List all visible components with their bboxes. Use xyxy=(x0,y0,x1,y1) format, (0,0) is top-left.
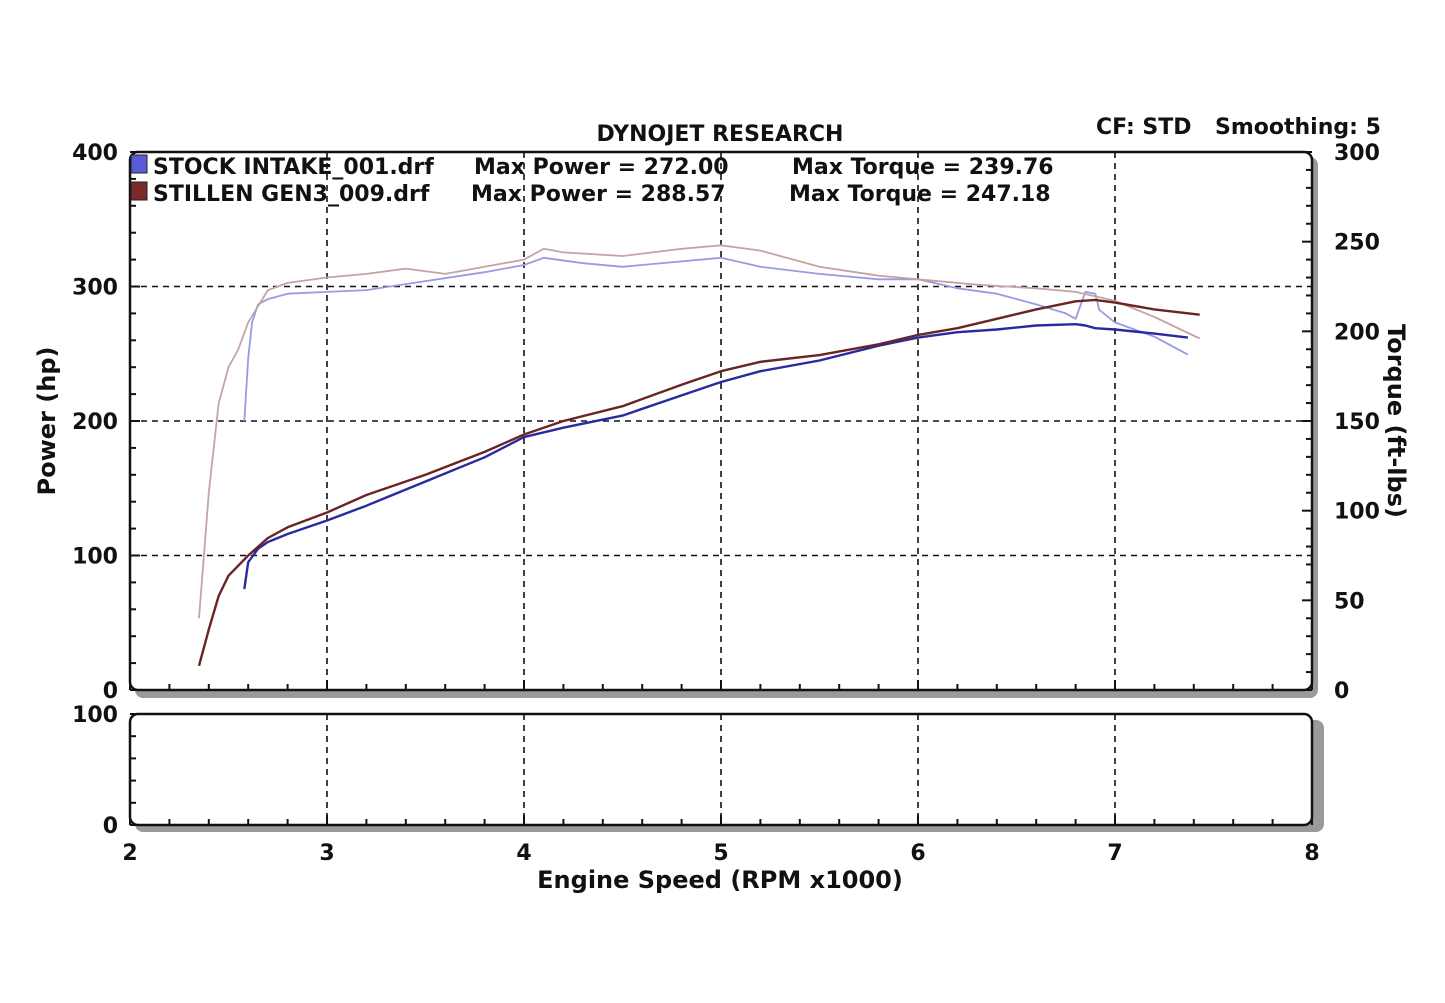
lower-y-tick-label: 0 xyxy=(103,814,118,839)
x-tick-label: 3 xyxy=(319,841,334,866)
y2-tick-label: 250 xyxy=(1334,231,1380,256)
y-axis-title-torque: Torque (ft-lbs) xyxy=(1382,324,1410,518)
y2-tick-label: 50 xyxy=(1334,589,1365,614)
series-line-torque-stock xyxy=(243,256,1189,422)
axis-ticks xyxy=(129,151,1313,826)
chart-title: DYNOJET RESEARCH xyxy=(597,122,844,147)
x-tick-label: 7 xyxy=(1107,841,1122,866)
x-tick-label: 8 xyxy=(1304,841,1319,866)
x-axis-title: Engine Speed (RPM x1000) xyxy=(537,866,903,894)
data-series xyxy=(197,244,1201,667)
y2-tick-label: 100 xyxy=(1334,500,1380,525)
y2-tick-label: 200 xyxy=(1334,320,1380,345)
cf-label: CF: STD xyxy=(1096,115,1192,140)
x-tick-label: 4 xyxy=(516,841,531,866)
legend-swatch-stock xyxy=(130,154,148,174)
legend-swatch-stillen xyxy=(130,181,148,201)
x-tick-label: 6 xyxy=(910,841,925,866)
y2-tick-label: 150 xyxy=(1334,410,1380,435)
series-line-power-stillen xyxy=(197,298,1200,667)
tick-labels: 2 3 4 5 6 7 8010020030040005010015020025030010… xyxy=(72,141,1380,866)
y-tick-label: 100 xyxy=(72,545,118,570)
y2-tick-label: 300 xyxy=(1334,141,1380,166)
legend-torque-stock: Max Torque = 239.76 xyxy=(792,155,1054,180)
lower-y-tick-label: 100 xyxy=(72,703,118,728)
legend-file-stock: STOCK INTAKE_001.drf xyxy=(153,155,434,180)
x-tick-label: 5 xyxy=(713,841,728,866)
smoothing-label: Smoothing: 5 xyxy=(1215,115,1381,140)
legend-torque-stillen: Max Torque = 247.18 xyxy=(789,182,1051,207)
legend: STOCK INTAKE_001.drf Max Power = 272.00 … xyxy=(130,154,1054,207)
x-tick-label: 2 xyxy=(122,841,137,866)
legend-power-stillen: Max Power = 288.57 xyxy=(471,182,726,207)
y-tick-label: 0 xyxy=(103,679,118,704)
y-tick-label: 400 xyxy=(72,141,118,166)
legend-power-stock: Max Power = 272.00 xyxy=(474,155,729,180)
y2-tick-label: 0 xyxy=(1334,679,1349,704)
y-axis-title-power: Power (hp) xyxy=(33,347,61,496)
grid-lines xyxy=(130,152,1312,825)
y-tick-label: 300 xyxy=(72,276,118,301)
series-line-torque-stillen xyxy=(198,244,1201,619)
y-tick-label: 200 xyxy=(72,410,118,435)
legend-file-stillen: STILLEN GEN3_009.drf xyxy=(153,182,430,207)
series-line-power-stock xyxy=(243,323,1189,590)
